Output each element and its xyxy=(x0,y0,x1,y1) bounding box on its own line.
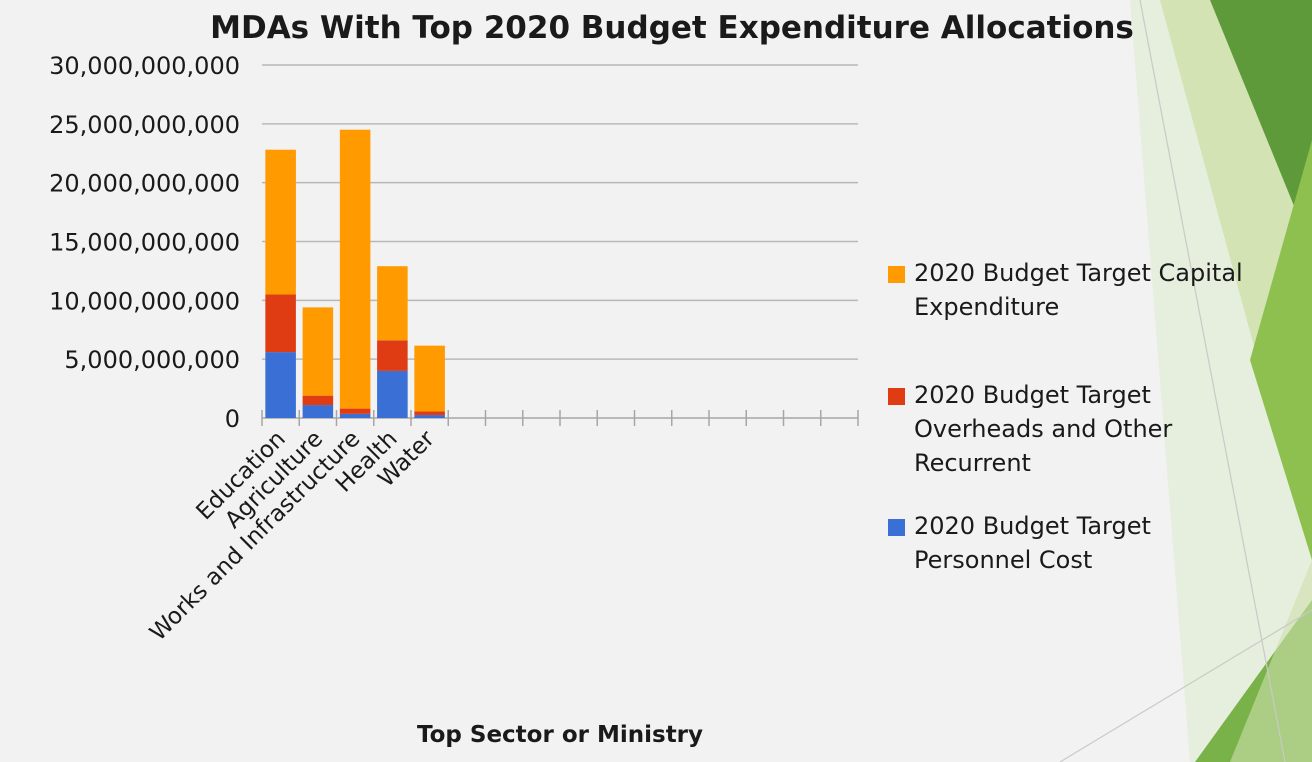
legend-swatch xyxy=(888,266,905,283)
legend-label: Expenditure xyxy=(914,293,1059,321)
bar-segment xyxy=(265,294,296,353)
y-tick-label: 30,000,000,000 xyxy=(49,52,240,80)
y-tick-label: 10,000,000,000 xyxy=(49,287,240,315)
legend-label: 2020 Budget Target xyxy=(914,381,1151,409)
y-tick-label: 5,000,000,000 xyxy=(64,346,240,374)
bar-segment xyxy=(339,413,371,418)
chart-title: MDAs With Top 2020 Budget Expenditure Al… xyxy=(210,10,1134,46)
bar-segment xyxy=(265,149,296,295)
decor-mid-green-triangle xyxy=(1250,140,1312,560)
legend-swatch xyxy=(888,388,905,405)
legend-label: 2020 Budget Target Capital xyxy=(914,259,1243,287)
bar-segment xyxy=(265,352,296,418)
bar-segment xyxy=(377,266,408,341)
legend: 2020 Budget Target Capital Expenditure 202… xyxy=(888,259,1243,574)
legend-label: Personnel Cost xyxy=(914,546,1092,574)
bar-segment xyxy=(377,340,408,371)
bar-segment xyxy=(414,345,445,412)
bar-segment xyxy=(339,129,371,409)
decor-thin-line-1 xyxy=(1139,0,1286,762)
legend-label: Overheads and Other xyxy=(914,415,1172,443)
y-tick-label: 15,000,000,000 xyxy=(49,229,240,257)
y-tick-label: 20,000,000,000 xyxy=(49,170,240,198)
y-tick-label: 25,000,000,000 xyxy=(49,111,240,139)
bar-segment xyxy=(302,307,334,396)
bar-segment xyxy=(377,370,408,418)
bar-segment xyxy=(339,408,371,414)
legend-label: Recurrent xyxy=(914,449,1031,477)
legend-label: 2020 Budget Target xyxy=(914,512,1151,540)
x-axis-label: Top Sector or Ministry xyxy=(417,722,703,748)
bar-segment xyxy=(414,415,445,418)
decorative-green-shapes xyxy=(1059,0,1312,762)
bar-segment xyxy=(414,411,445,416)
bar-segment xyxy=(302,395,334,406)
decor-bottom-light-triangle xyxy=(1230,560,1312,762)
y-tick-label: 0 xyxy=(225,405,240,433)
decor-dark-green-triangle xyxy=(1210,0,1312,250)
bar-segment xyxy=(302,405,334,418)
legend-swatch xyxy=(888,519,905,536)
decor-thin-line-2 xyxy=(1059,609,1312,762)
plot-area: 0 5,000,000,000 10,000,000,000 15,000,000,0… xyxy=(49,52,859,646)
